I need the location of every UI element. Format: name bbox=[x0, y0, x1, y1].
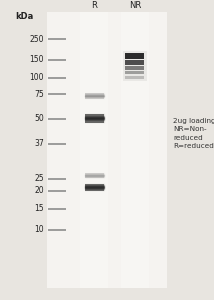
Bar bbox=[85, 184, 104, 191]
Bar bbox=[125, 71, 144, 74]
Text: 10: 10 bbox=[34, 225, 44, 234]
Text: 20: 20 bbox=[34, 186, 44, 195]
Text: 2ug loading
NR=Non-
reduced
R=reduced: 2ug loading NR=Non- reduced R=reduced bbox=[173, 118, 214, 149]
Text: 150: 150 bbox=[29, 56, 44, 64]
Bar bbox=[123, 51, 147, 81]
Bar bbox=[47, 12, 167, 288]
Text: 50: 50 bbox=[34, 114, 44, 123]
Text: kDa: kDa bbox=[15, 12, 34, 21]
Text: R: R bbox=[91, 2, 97, 10]
Text: 250: 250 bbox=[29, 34, 44, 43]
Bar bbox=[125, 66, 144, 70]
Bar bbox=[125, 60, 144, 65]
Text: 15: 15 bbox=[34, 204, 44, 213]
Text: 25: 25 bbox=[34, 174, 44, 183]
Bar bbox=[125, 76, 144, 79]
Text: 100: 100 bbox=[29, 74, 44, 82]
Bar bbox=[85, 93, 104, 99]
Bar bbox=[85, 173, 104, 178]
Bar bbox=[121, 12, 149, 288]
Bar bbox=[85, 114, 104, 123]
Text: 75: 75 bbox=[34, 90, 44, 99]
Text: NR: NR bbox=[129, 2, 141, 10]
Bar bbox=[125, 53, 144, 59]
Bar bbox=[80, 12, 108, 288]
Text: 37: 37 bbox=[34, 140, 44, 148]
